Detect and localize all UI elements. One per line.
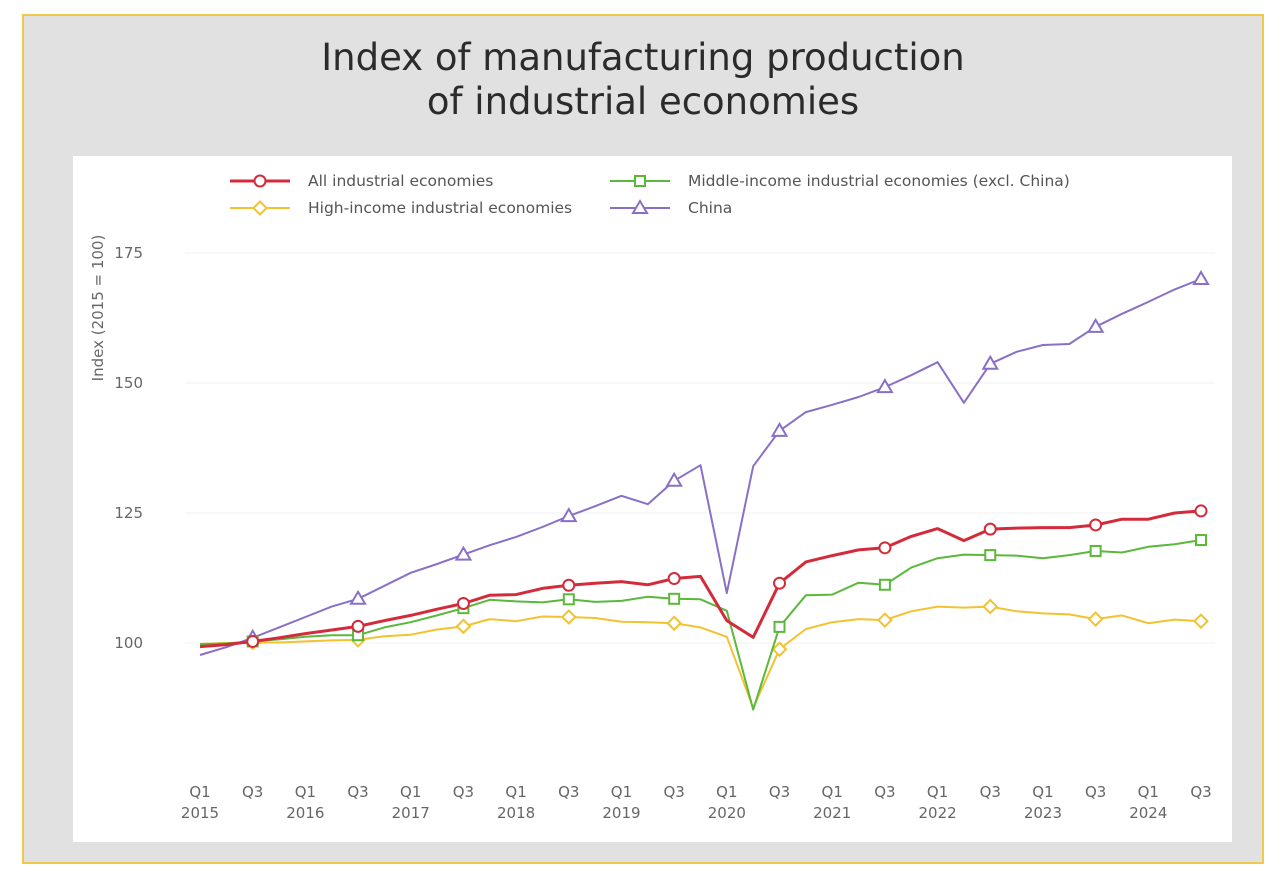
x-tick-label: Q1 <box>611 783 632 801</box>
x-tick-year-label: 2016 <box>286 804 324 822</box>
y-tick-label: 125 <box>114 504 143 522</box>
y-tick-label: 150 <box>114 374 143 392</box>
series-square-group <box>199 534 1207 711</box>
data-point-marker <box>878 578 891 591</box>
x-tick-year-label: 2015 <box>181 804 219 822</box>
x-tick-label: Q3 <box>980 783 1001 801</box>
data-point-marker <box>456 596 470 610</box>
data-point-marker <box>876 612 893 629</box>
x-tick-label: Q1 <box>1032 783 1053 801</box>
data-point-marker <box>771 641 788 658</box>
x-tick-label: Q3 <box>874 783 895 801</box>
x-tick-label: Q3 <box>558 783 579 801</box>
x-tick-year-label: 2023 <box>1024 804 1062 822</box>
data-point-marker <box>1086 317 1105 333</box>
data-point-marker <box>770 421 789 437</box>
data-point-marker <box>983 522 997 536</box>
series-diamond-group <box>199 598 1209 709</box>
series-line <box>199 605 1202 709</box>
legend-triangle-icon <box>631 199 649 214</box>
x-tick-label: Q3 <box>242 783 263 801</box>
data-point-marker <box>562 578 576 592</box>
x-tick-label: Q1 <box>189 783 210 801</box>
data-point-marker <box>878 541 892 555</box>
legend-label: China <box>688 199 732 217</box>
data-point-marker <box>455 618 472 635</box>
x-tick-label: Q3 <box>663 783 684 801</box>
series-circle-group <box>199 504 1208 649</box>
legend-diamond-icon <box>252 200 268 216</box>
data-point-marker <box>351 619 365 633</box>
x-tick-label: Q3 <box>347 783 368 801</box>
data-point-marker <box>666 615 683 632</box>
data-point-marker <box>1089 544 1102 557</box>
legend-item[interactable]: All industrial economies <box>230 172 493 190</box>
data-point-marker <box>349 589 367 605</box>
x-tick-year-label: 2021 <box>813 804 851 822</box>
series-line <box>199 539 1202 711</box>
legend-label: High-income industrial economies <box>308 199 572 217</box>
data-point-marker <box>773 576 787 590</box>
gridlines <box>185 252 1215 644</box>
data-point-marker <box>668 592 681 605</box>
y-axis-ticks: 100 125 150 175 <box>114 244 143 652</box>
x-tick-label: Q3 <box>1190 783 1211 801</box>
x-tick-label: Q1 <box>505 783 526 801</box>
x-tick-year-label: 2019 <box>602 804 640 822</box>
x-tick-label: Q1 <box>295 783 316 801</box>
y-tick-label: 100 <box>114 634 143 652</box>
data-point-marker <box>1195 534 1207 547</box>
legend-label: Middle-income industrial economies (excl… <box>688 172 1070 190</box>
data-point-marker <box>560 507 578 523</box>
legend: All industrial economies Middle-income in… <box>230 172 1070 217</box>
legend-item[interactable]: Middle-income industrial economies (excl… <box>610 172 1070 190</box>
x-tick-year-label: 2017 <box>392 804 430 822</box>
x-tick-label: Q1 <box>1138 783 1159 801</box>
x-tick-year-label: 2020 <box>708 804 746 822</box>
x-tick-label: Q1 <box>822 783 843 801</box>
data-point-marker <box>560 609 577 625</box>
y-axis-title: Index (2015 = 100) <box>89 235 107 382</box>
legend-square-icon <box>634 175 646 187</box>
x-tick-label: Q3 <box>1085 783 1106 801</box>
data-point-marker <box>562 593 575 606</box>
legend-label: All industrial economies <box>308 172 493 190</box>
x-tick-label: Q1 <box>400 783 421 801</box>
x-axis-ticks: Q1 2015 Q3 Q1 2016 Q3 Q1 2017 Q3 Q1 2018 Q3 Q1 2019 Q3… <box>181 783 1212 822</box>
data-point-marker <box>981 354 1000 370</box>
x-tick-label: Q1 <box>927 783 948 801</box>
legend-item[interactable]: China <box>610 199 732 217</box>
data-point-marker <box>454 545 473 561</box>
data-point-marker <box>1087 611 1104 627</box>
data-point-marker <box>982 598 999 615</box>
x-tick-year-label: 2018 <box>497 804 535 822</box>
data-point-marker <box>876 378 894 394</box>
x-tick-year-label: 2024 <box>1129 804 1167 822</box>
y-tick-label: 175 <box>114 244 143 262</box>
data-point-marker <box>1089 518 1103 532</box>
x-tick-year-label: 2022 <box>918 804 956 822</box>
data-point-marker <box>1193 613 1209 630</box>
data-point-marker <box>773 620 786 633</box>
data-point-marker <box>984 549 997 562</box>
data-point-marker <box>246 634 260 648</box>
data-point-marker <box>667 572 681 586</box>
legend-item[interactable]: High-income industrial economies <box>230 199 572 217</box>
chart-title-line-2: of industrial economies <box>426 80 860 123</box>
series-line <box>199 509 1202 649</box>
x-tick-label: Q3 <box>453 783 474 801</box>
x-tick-label: Q3 <box>769 783 790 801</box>
data-point-marker <box>1194 504 1208 518</box>
chart-title-line-1: Index of manufacturing production <box>321 36 965 79</box>
legend-circle-icon <box>253 174 267 188</box>
data-point-marker <box>665 471 683 487</box>
series-lines <box>199 270 1210 711</box>
series-line <box>199 278 1202 656</box>
chart-title: Index of manufacturing production of ind… <box>22 36 1264 124</box>
data-point-marker <box>1192 270 1210 285</box>
x-tick-label: Q1 <box>716 783 737 801</box>
series-triangle-group <box>199 270 1210 656</box>
